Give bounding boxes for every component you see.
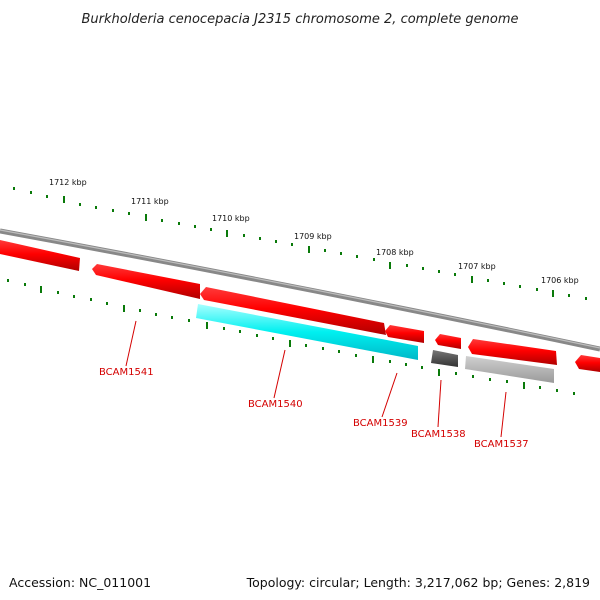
gene-arrow-red[interactable]	[435, 334, 461, 349]
gene-arrow-red[interactable]	[92, 264, 200, 299]
gene-arrow-red[interactable]	[0, 240, 80, 271]
kbp-label-1712: 1712 kbp	[49, 178, 87, 187]
kbp-label-1707: 1707 kbp	[458, 262, 496, 271]
gene-label-bcam1540[interactable]: BCAM1540	[248, 399, 303, 410]
reverse-genes	[196, 304, 554, 383]
kbp-label-1706: 1706 kbp	[541, 276, 579, 285]
gene-bar-light-gray[interactable]	[465, 356, 554, 383]
kbp-label-1711: 1711 kbp	[131, 197, 169, 206]
ruler-labels: 1712 kbp 1711 kbp 1710 kbp 1709 kbp 1708…	[49, 178, 579, 285]
gene-label-bcam1539[interactable]: BCAM1539	[353, 418, 408, 429]
map-title: Burkholderia cenocepacia J2315 chromosom…	[81, 12, 518, 27]
kbp-label-1709: 1709 kbp	[294, 232, 332, 241]
gene-arrow-red[interactable]	[200, 287, 386, 335]
forward-genes	[0, 240, 600, 372]
kbp-label-1708: 1708 kbp	[376, 248, 414, 257]
gene-arrow-red[interactable]	[575, 355, 600, 372]
accession-text: Accession: NC_011001	[9, 575, 151, 590]
gene-bar-dark-gray[interactable]	[431, 350, 458, 367]
gene-label-bcam1541[interactable]: BCAM1541	[99, 367, 154, 378]
gene-leader-lines	[125, 320, 507, 438]
inner-ruler-ticks	[7, 279, 575, 395]
gene-label-bcam1538[interactable]: BCAM1538	[411, 429, 466, 440]
topology-text: Topology: circular; Length: 3,217,062 bp…	[246, 575, 590, 590]
gene-arrow-red[interactable]	[468, 339, 557, 365]
chromosome-backbone	[0, 228, 600, 352]
gene-label-bcam1537[interactable]: BCAM1537	[474, 439, 529, 450]
kbp-label-1710: 1710 kbp	[212, 214, 250, 223]
outer-ruler-ticks	[13, 187, 587, 300]
gene-labels: BCAM1541 BCAM1540 BCAM1539 BCAM1538 BCAM…	[99, 367, 529, 450]
gene-arrow-red[interactable]	[385, 325, 424, 343]
gene-bar-cyan[interactable]	[196, 304, 418, 360]
